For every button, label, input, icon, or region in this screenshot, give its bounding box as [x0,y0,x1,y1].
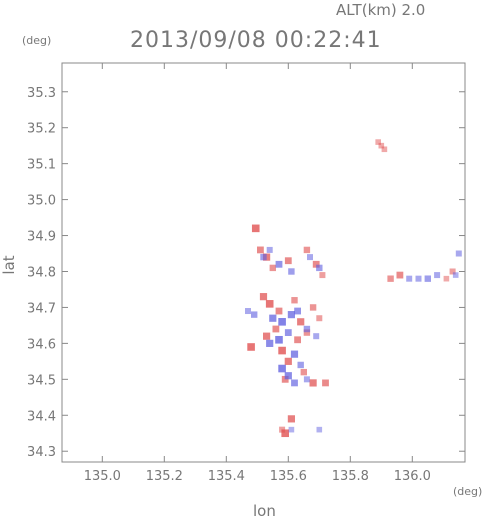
data-point-positive [247,343,255,351]
data-point-positive [300,368,307,376]
data-point-positive [375,139,381,145]
data-point-positive [303,329,311,336]
data-point-positive [378,142,385,149]
data-point-positive [309,304,317,311]
data-layer [245,139,462,438]
data-point-negative [455,250,462,257]
data-point-positive [269,264,276,272]
data-point-negative [313,333,320,340]
data-point-positive [316,315,323,322]
y-tick-label: 34.4 [27,409,56,424]
x-axis-unit: (deg) [453,485,482,498]
y-tick-label: 34.3 [27,445,56,460]
data-point-negative [245,308,251,315]
data-point-negative [278,364,286,373]
data-point-negative [316,426,323,433]
data-point-positive [381,146,388,153]
data-point-positive [303,246,311,254]
data-point-negative [269,314,277,322]
data-point-positive [257,246,264,254]
y-tick-label: 35.3 [27,86,56,101]
data-point-positive [272,325,280,333]
data-point-negative [424,275,431,282]
data-point-positive [297,318,305,326]
y-tick-label: 34.6 [27,337,56,352]
x-tick-label: 136.0 [394,469,431,484]
chart-title: 2013/09/08 00:22:41 [130,28,382,53]
data-point-negative [266,246,273,253]
data-point-positive [251,224,260,233]
x-axis-ticks: 135.0 135.2 135.4 135.6 135.8 136.0 [84,63,431,484]
data-point-positive [322,379,329,387]
data-point-positive [287,415,295,423]
y-tick-label: 35.1 [27,158,56,173]
data-point-positive [396,271,404,279]
data-point-negative [291,379,298,387]
plot-frame [61,62,466,463]
data-point-negative [266,339,274,347]
data-point-positive [443,275,450,282]
data-point-positive [265,300,274,308]
data-point-negative [294,307,301,315]
data-point-negative [415,275,422,282]
data-point-negative [288,426,295,433]
y-axis-label: lat [0,255,18,274]
data-point-positive [278,346,286,355]
chart-subtitle: ALT(km) 2.0 [336,1,425,19]
data-point-negative [406,275,413,282]
data-point-negative [316,264,323,272]
data-point-positive [281,429,289,438]
x-tick-label: 135.6 [270,469,307,484]
x-axis-label: lon [253,502,276,520]
data-point-positive [291,297,298,304]
data-point-negative [278,318,286,326]
y-axis-ticks: 34.3 34.4 34.5 34.6 34.7 34.8 34.9 35.0 35.1 35.2… [27,86,465,460]
y-axis-unit: (deg) [22,34,51,47]
data-point-negative [297,361,304,369]
y-tick-label: 34.5 [27,373,56,388]
data-point-negative [290,350,299,358]
data-point-negative [303,376,310,383]
y-tick-label: 35.0 [27,194,56,209]
y-tick-label: 34.7 [27,301,56,316]
data-point-negative [284,329,292,336]
data-point-negative [288,268,295,275]
x-tick-label: 135.2 [146,469,183,484]
data-point-positive [284,257,292,265]
data-point-positive [387,275,394,282]
data-point-negative [307,254,313,261]
y-tick-label: 34.8 [27,265,56,280]
data-point-positive [259,293,268,301]
data-point-negative [260,253,267,261]
data-point-negative [275,260,283,268]
x-tick-label: 135.8 [332,469,369,484]
data-point-positive [309,379,317,387]
data-point-positive [275,307,283,315]
y-tick-label: 35.2 [27,122,56,137]
x-tick-label: 135.0 [84,469,121,484]
data-point-positive [312,260,320,268]
x-tick-label: 135.4 [208,469,245,484]
data-point-negative [284,372,292,380]
data-point-positive [449,268,456,275]
data-point-positive [284,357,292,365]
data-point-positive [319,272,326,279]
data-point-negative [303,325,311,333]
data-point-positive [294,336,301,344]
data-point-negative [275,335,283,344]
data-point-negative [434,272,441,279]
data-point-positive [263,332,271,340]
data-point-negative [452,272,459,278]
data-point-negative [251,311,258,318]
data-point-negative [287,311,295,319]
y-tick-label: 34.9 [27,230,56,245]
